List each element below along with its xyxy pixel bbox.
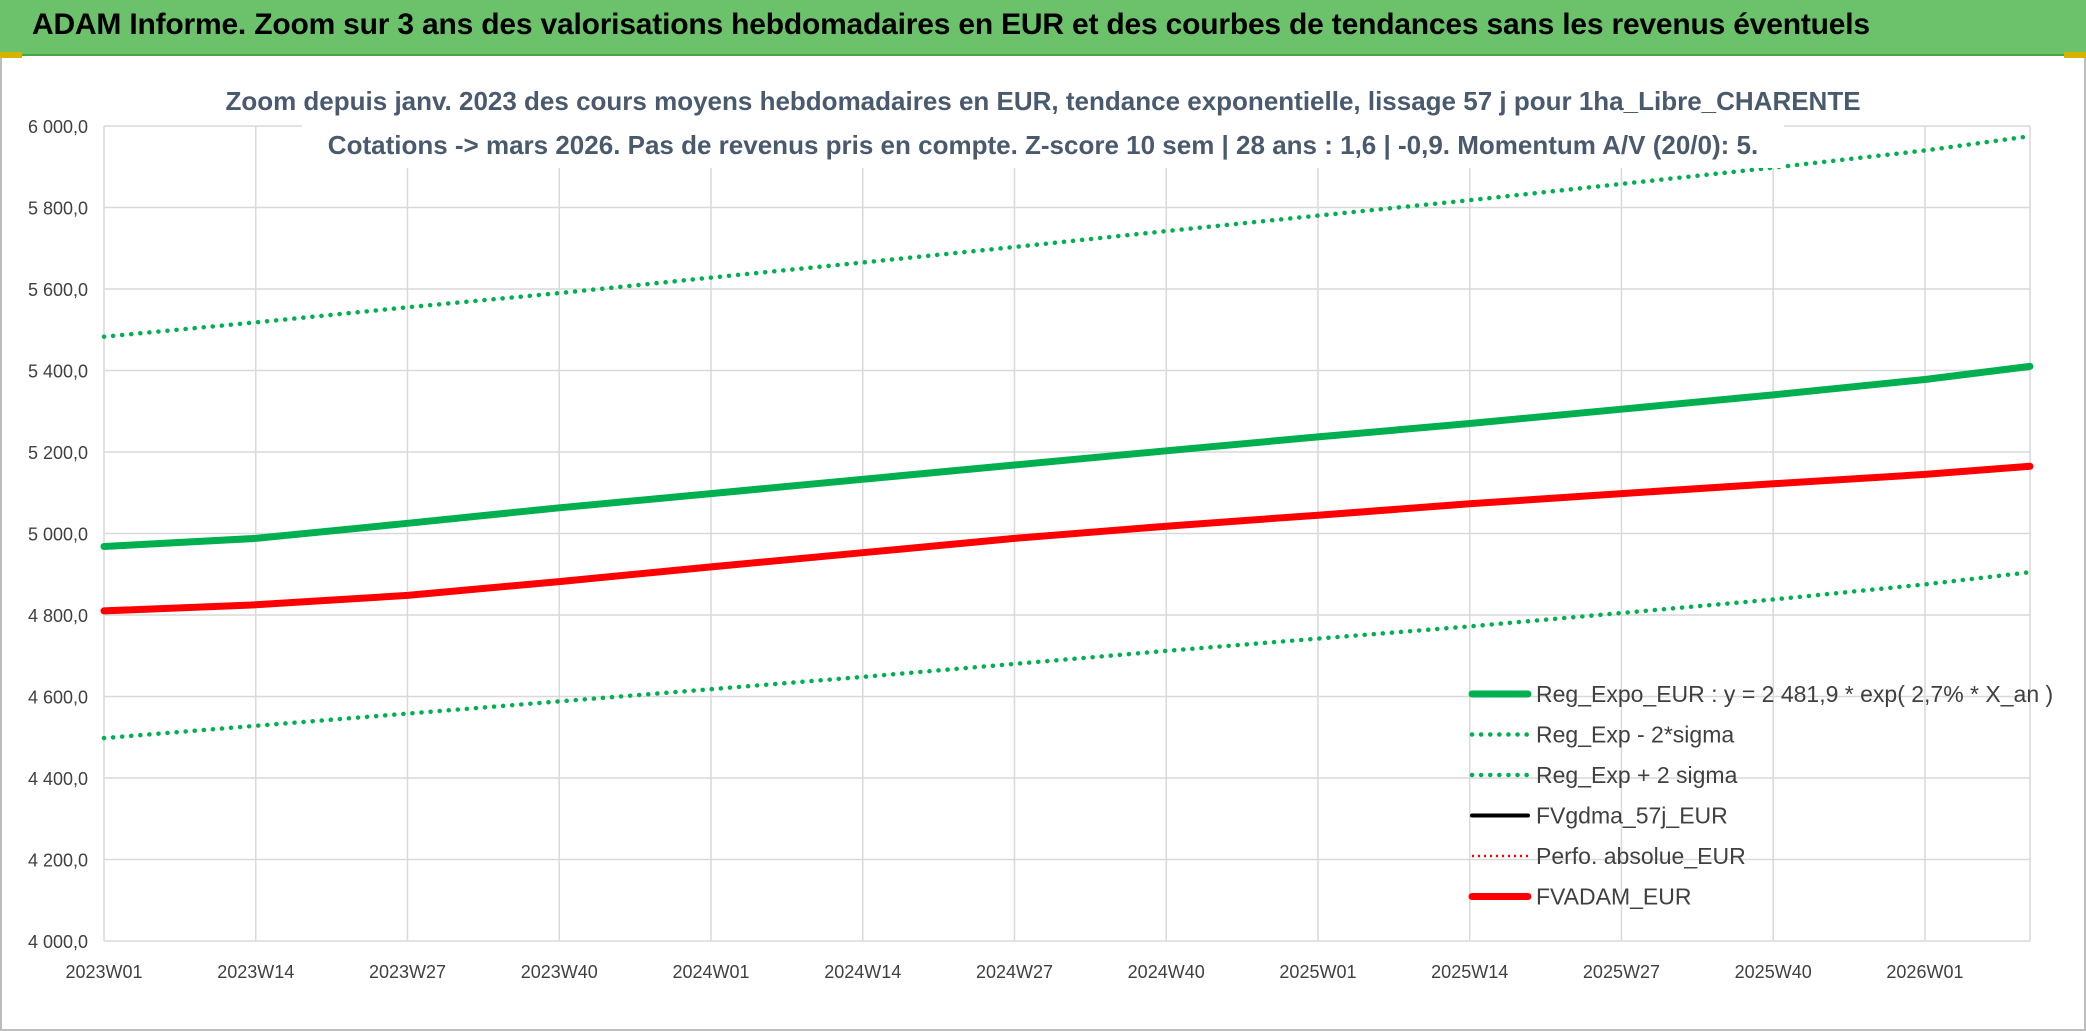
y-tick-label: 4 000,0 [28, 932, 88, 952]
x-tick-label: 2025W01 [1279, 962, 1356, 982]
x-tick-label: 2024W27 [976, 962, 1053, 982]
chart-legend: Reg_Expo_EUR : y = 2 481,9 * exp( 2,7% *… [1468, 681, 2053, 910]
legend-label: Perfo. absolue_EUR [1536, 843, 1746, 869]
y-tick-label: 5 800,0 [28, 199, 88, 219]
series-line-2 [101, 133, 2033, 339]
y-tick-label: 5 600,0 [28, 280, 88, 300]
x-tick-label: 2025W27 [1583, 962, 1660, 982]
x-axis-tick-labels: 2023W01 2023W14 2023W27 2023W40 2024W01 2024W… [65, 962, 1963, 982]
series-line-1 [101, 569, 2033, 741]
y-tick-label: 4 400,0 [28, 769, 88, 789]
x-tick-label: 2024W14 [824, 962, 901, 982]
banner-corner-accent-right [2064, 52, 2086, 58]
series-line-5 [100, 462, 2034, 615]
x-tick-label: 2023W14 [217, 962, 294, 982]
x-tick-label: 2026W01 [1886, 962, 1963, 982]
report-banner: ADAM Informe. Zoom sur 3 ans des valoris… [0, 0, 2086, 56]
x-tick-label: 2024W40 [1128, 962, 1205, 982]
legend-label: Reg_Exp - 2*sigma [1536, 722, 1734, 748]
legend-label: Reg_Exp + 2 sigma [1536, 762, 1738, 788]
y-tick-label: 6 000,0 [28, 117, 88, 137]
chart-title-background [302, 80, 1784, 168]
x-tick-label: 2023W27 [369, 962, 446, 982]
chart-title: Zoom depuis janv. 2023 des cours moyens … [225, 86, 1860, 116]
chart-gridlines [103, 125, 2031, 942]
y-tick-label: 4 600,0 [28, 688, 88, 708]
y-tick-label: 5 200,0 [28, 443, 88, 463]
series-line-0 [100, 362, 2034, 550]
y-tick-label: 5 400,0 [28, 362, 88, 382]
chart-series [100, 133, 2034, 741]
x-tick-label: 2023W01 [65, 962, 142, 982]
legend-label: FVADAM_EUR [1536, 884, 1692, 910]
x-tick-label: 2024W01 [672, 962, 749, 982]
y-tick-label: 4 200,0 [28, 851, 88, 871]
x-tick-label: 2025W40 [1735, 962, 1812, 982]
y-tick-label: 5 000,0 [28, 525, 88, 545]
x-tick-label: 2023W40 [521, 962, 598, 982]
y-tick-label: 4 800,0 [28, 606, 88, 626]
chart-subtitle: Cotations -> mars 2026. Pas de revenus p… [328, 130, 1758, 160]
banner-corner-accent-left [0, 52, 22, 58]
report-title: ADAM Informe. Zoom sur 3 ans des valoris… [32, 8, 1870, 41]
legend-label: FVgdma_57j_EUR [1536, 803, 1728, 829]
x-tick-label: 2025W14 [1431, 962, 1508, 982]
legend-label: Reg_Expo_EUR : y = 2 481,9 * exp( 2,7% *… [1536, 681, 2053, 707]
y-axis-tick-labels: 6 000,0 5 800,0 5 600,0 5 400,0 5 200,0 5 000… [28, 117, 88, 952]
